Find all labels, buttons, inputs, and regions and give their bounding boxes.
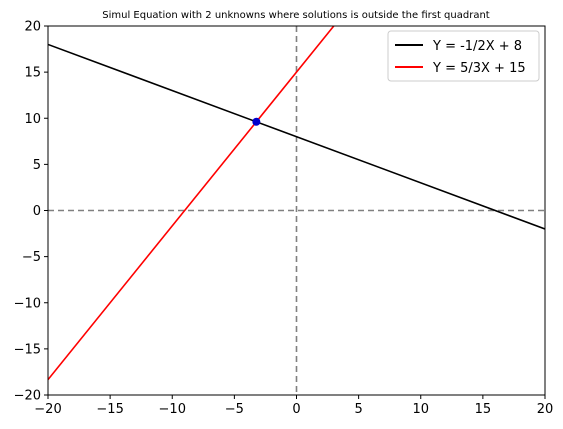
x-tick-label: 5: [354, 402, 362, 417]
chart-title: Simul Equation with 2 unknowns where sol…: [102, 10, 490, 21]
x-tick-label: −15: [96, 402, 123, 417]
y-tick-label: −10: [14, 296, 41, 311]
x-axis: −20 −15 −10 −5 0 5 10 15 20: [34, 395, 553, 417]
legend: Y = -1/2X + 8 Y = 5/3X + 15: [387, 30, 540, 82]
y-tick-label: 20: [24, 20, 41, 35]
x-tick-label: −10: [159, 402, 186, 417]
y-tick-label: −20: [14, 389, 41, 404]
y-tick-label: −5: [22, 250, 41, 265]
y-tick-label: 15: [24, 66, 41, 81]
y-tick-label: 10: [24, 112, 41, 127]
x-tick-label: 0: [292, 402, 300, 417]
solution-points: [252, 117, 261, 126]
y-tick-label: 0: [33, 204, 41, 219]
y-axis: −20 −15 −10 −5 0 5 10 15 20: [14, 20, 48, 404]
reference-lines: [48, 26, 545, 395]
legend-frame: [387, 30, 540, 82]
series-line-2: [48, 26, 335, 381]
y-tick-label: −15: [14, 342, 41, 357]
x-tick-label: 10: [412, 402, 429, 417]
x-tick-label: 20: [537, 402, 554, 417]
x-tick-label: −20: [34, 402, 61, 417]
x-tick-label: 15: [475, 402, 492, 417]
solution-point: [252, 117, 261, 126]
series-lines: [48, 26, 545, 381]
y-tick-label: 5: [33, 158, 41, 173]
series-line-1: [48, 43, 545, 230]
legend-label-series-2: Y = 5/3X + 15: [432, 61, 526, 76]
legend-label-series-1: Y = -1/2X + 8: [432, 39, 522, 54]
x-tick-label: −5: [225, 402, 244, 417]
